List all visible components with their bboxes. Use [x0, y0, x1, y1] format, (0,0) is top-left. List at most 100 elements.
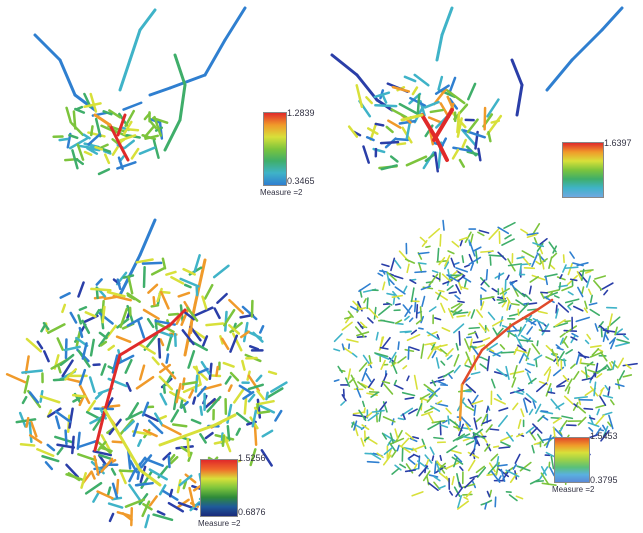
street-segment [190, 418, 202, 425]
street-segment [233, 388, 245, 404]
street-segment [167, 455, 171, 469]
street-segment [519, 326, 522, 333]
street-segment [94, 145, 104, 151]
street-segment [381, 94, 388, 104]
street-segment [427, 331, 438, 337]
street-segment [524, 397, 532, 403]
street-segment [567, 262, 573, 276]
street-segment [555, 353, 560, 367]
street-segment [470, 262, 474, 271]
street-segment [54, 435, 75, 444]
street-segment [479, 363, 488, 370]
street-segment [44, 461, 54, 471]
street-segment [506, 329, 520, 333]
street-segment [519, 461, 532, 472]
street-segment [486, 114, 503, 136]
street-segment [457, 275, 465, 282]
street-segment [138, 364, 146, 381]
street-segment [63, 345, 81, 352]
street-segment [28, 434, 43, 444]
street-segment [523, 352, 530, 360]
street-segment [171, 423, 188, 428]
street-segment [448, 373, 453, 380]
street-segment [64, 429, 68, 446]
street-segment [413, 374, 418, 390]
street-segment [111, 482, 119, 499]
street-segment [162, 451, 172, 461]
street-segment [107, 344, 115, 351]
street-segment [127, 275, 134, 295]
street-segment [589, 351, 604, 358]
street-segment [345, 314, 352, 324]
street-segment [577, 416, 587, 426]
legend-measure-label: Measure =2 [198, 519, 241, 528]
street-segment [417, 251, 430, 255]
street-segment [183, 310, 196, 321]
street-segment [609, 339, 616, 350]
street-segment [431, 379, 437, 387]
street-segment [564, 378, 573, 392]
street-segment [118, 134, 137, 142]
street-segment [609, 399, 615, 406]
legend-top-left: 1.2839 0.3465 Measure =2 [258, 108, 328, 202]
street-segment [249, 448, 257, 467]
street-segment [363, 436, 370, 442]
street-segment [421, 239, 428, 248]
street-segment [492, 445, 500, 448]
street-segment [589, 308, 601, 316]
street-segment [514, 333, 523, 348]
street-segment [208, 362, 213, 380]
map-panel-top-right: 1.6397 [322, 0, 643, 220]
street-segment [59, 353, 75, 367]
street-segment [500, 468, 506, 483]
street-segment [555, 344, 561, 349]
street-segment [496, 464, 508, 467]
street-segment [496, 393, 502, 401]
street-segment [61, 359, 74, 378]
street-segment [438, 256, 446, 266]
legend-color-bar [200, 459, 238, 517]
central-street [103, 353, 122, 412]
street-segment [82, 133, 91, 140]
street-segment [472, 344, 486, 350]
street-segment [455, 284, 462, 295]
street-segment [416, 402, 423, 417]
street-segment [125, 381, 132, 392]
street-segment [505, 365, 510, 380]
street-segment [536, 382, 548, 393]
street-segment [612, 360, 616, 370]
street-segment [167, 312, 180, 317]
street-segment [370, 391, 379, 398]
street-segment [512, 402, 519, 411]
street-segment [157, 337, 162, 359]
street-segment [572, 370, 580, 380]
street-segment [532, 423, 543, 434]
street-segment [61, 303, 67, 314]
street-segment [614, 328, 623, 336]
street-segment [555, 402, 565, 409]
street-segment [184, 473, 197, 484]
street-segment [358, 362, 368, 372]
arterial-street [128, 28, 142, 62]
street-segment [47, 323, 66, 335]
street-segment [426, 331, 440, 340]
street-segment [584, 300, 588, 310]
street-segment [126, 316, 143, 327]
street-segment [622, 374, 633, 378]
street-segment [64, 368, 78, 381]
street-segment [456, 270, 466, 277]
street-segment [344, 316, 352, 320]
street-segment [192, 396, 197, 405]
street-segment [414, 270, 427, 274]
arterial-street [600, 6, 624, 32]
street-segment [99, 340, 108, 347]
street-segment [205, 322, 225, 327]
street-segment [456, 314, 466, 318]
street-segment [416, 93, 421, 117]
street-segment [431, 350, 437, 359]
street-segment [68, 407, 74, 429]
street-segment [228, 298, 245, 315]
street-segment [587, 434, 599, 439]
central-street [168, 308, 187, 327]
street-segment [380, 359, 386, 371]
